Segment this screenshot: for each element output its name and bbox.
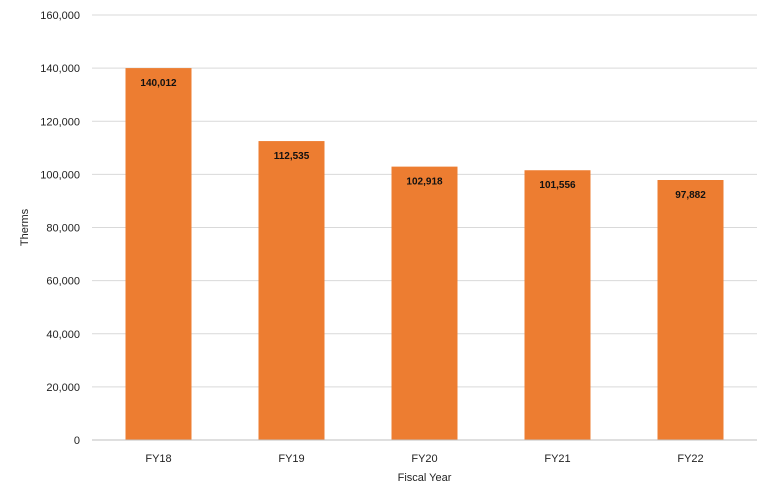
y-tick-label: 160,000 <box>40 10 80 22</box>
bar-fy21 <box>524 170 591 440</box>
y-tick-label: 40,000 <box>46 329 80 341</box>
y-tick-label: 140,000 <box>40 63 80 75</box>
y-tick-label: 80,000 <box>46 223 80 235</box>
x-axis-title: Fiscal Year <box>398 472 452 484</box>
x-tick-label: FY20 <box>411 453 437 465</box>
bars <box>125 68 724 441</box>
y-tick-label: 100,000 <box>40 169 80 181</box>
data-label: 102,918 <box>406 177 443 188</box>
bar-fy22 <box>657 180 724 441</box>
data-label: 97,882 <box>675 190 706 201</box>
x-tick-label: FY18 <box>145 453 171 465</box>
data-label: 101,556 <box>539 180 576 191</box>
data-label: 112,535 <box>274 151 310 162</box>
x-tick-label: FY22 <box>677 453 703 465</box>
y-tick-label: 120,000 <box>40 116 80 128</box>
x-tick-label: FY19 <box>278 453 304 465</box>
bar-fy18 <box>125 68 192 440</box>
y-tick-label: 0 <box>74 435 80 447</box>
data-label: 140,012 <box>140 78 177 89</box>
axes: 0 20,000 40,000 60,000 80,000 100,000 120,000 1… <box>40 10 757 465</box>
data-labels: 140,012 112,535 102,918 101,556 97,882 <box>140 78 706 201</box>
y-tick-label: 60,000 <box>46 276 80 288</box>
y-axis-title: Therms <box>19 208 31 246</box>
bar-fy20 <box>391 166 458 440</box>
y-tick-label: 20,000 <box>46 382 80 394</box>
bar-fy19 <box>258 141 325 440</box>
x-tick-label: FY21 <box>544 453 570 465</box>
